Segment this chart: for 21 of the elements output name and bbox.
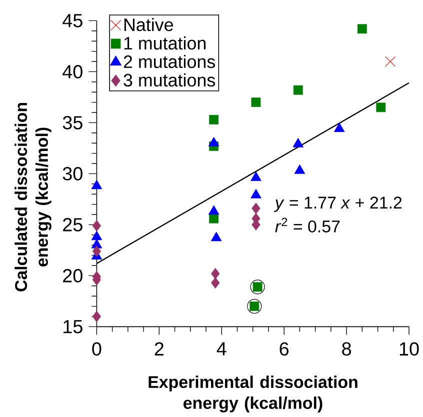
x-axis-title: Experimental dissociation energy (kcal/mol) xyxy=(148,376,358,412)
y-tick-label: 35 xyxy=(62,116,82,130)
x-tick-label: 8 xyxy=(342,342,351,356)
y-tick-label: 45 xyxy=(62,14,82,28)
y-tick-label: 25 xyxy=(63,218,82,232)
y-tick-label: 30 xyxy=(62,166,82,180)
x-tick-label: 0 xyxy=(92,342,102,356)
x-tick-label: 4 xyxy=(216,342,226,356)
legend-label: 3 mutations xyxy=(124,73,216,87)
y-tick-label: 40 xyxy=(62,64,82,78)
y-tick-label: 15 xyxy=(64,320,82,334)
annotation: r$^{2}$ = 0.57 xyxy=(275,218,340,232)
legend-label: Native xyxy=(124,18,173,32)
y-tick-label: 20 xyxy=(63,268,82,282)
x-tick-label: 2 xyxy=(154,342,164,356)
annotation: y = 1.77 x + 21.2 xyxy=(274,196,402,212)
legend-label: 1 mutation xyxy=(124,36,206,50)
x-tick-label: 6 xyxy=(280,342,289,356)
legend-label: 2 mutations xyxy=(124,54,216,68)
y-axis-title: Calculated dissociation energy (kcal/mol) xyxy=(14,102,52,292)
x-tick-label: 10 xyxy=(400,342,419,356)
